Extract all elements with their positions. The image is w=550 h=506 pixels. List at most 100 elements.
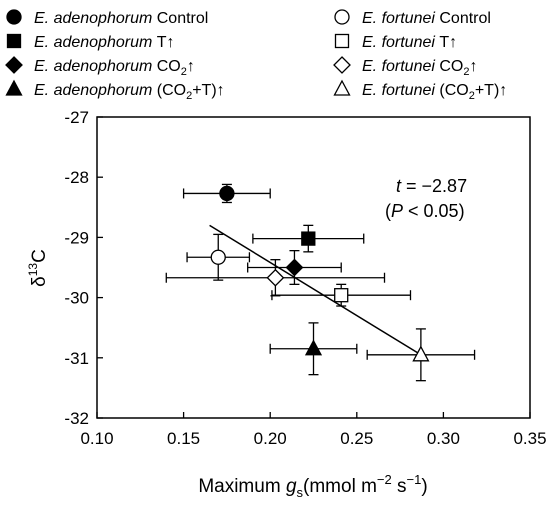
legend-item: E. fortunei CO2↑ — [333, 56, 478, 78]
plot-area-frame — [96, 116, 531, 419]
legend-species: E. adenophorum — [34, 10, 157, 27]
legend-label: E. fortunei (CO2+T)↑ — [362, 82, 507, 102]
legend-label: E. adenophorum CO2↑ — [34, 58, 195, 78]
legend-item: E. adenophorum (CO2+T)↑ — [5, 79, 225, 102]
y-axis-title-delta: δ — [29, 276, 50, 287]
y-axis-title-sup: 13 — [26, 263, 40, 277]
x-axis-title-var: g — [286, 476, 297, 497]
y-tick-label: -31 — [64, 349, 89, 368]
y-tick-label: -27 — [64, 108, 89, 127]
point-marker — [304, 339, 323, 356]
x-axis-title: Maximum gs(mmol m−2 s−1) — [198, 472, 427, 500]
legend-species: E. fortunei — [362, 82, 439, 99]
x-tick-label: 0.25 — [340, 429, 373, 448]
legend-subscript: 2 — [469, 90, 475, 102]
legend-marker — [6, 33, 22, 49]
y-tick-label: -28 — [64, 168, 89, 187]
legend-treatment-part: (CO — [439, 82, 468, 99]
data-point — [182, 183, 271, 204]
legend-marker — [333, 79, 351, 96]
legend-label: E. adenophorum T↑ — [34, 34, 175, 51]
y-tick-label: -29 — [64, 228, 89, 247]
point-marker — [219, 185, 235, 202]
annotation-t-var: t — [396, 176, 402, 196]
annotation-p-var: P — [391, 201, 403, 221]
x-tick-label: 0.20 — [254, 429, 287, 448]
x-axis-title-units: (mmol m — [303, 476, 377, 497]
y-tick-label: -32 — [64, 409, 89, 428]
x-axis-title-exp2: −1 — [407, 472, 422, 487]
y-axis-title: δ13C — [26, 249, 50, 287]
y-tick-label: -30 — [64, 289, 89, 308]
point-marker — [285, 258, 304, 277]
legend-treatment-part: T↑ — [157, 34, 175, 51]
point-marker — [412, 345, 430, 362]
legend-treatment-part: (CO — [157, 82, 186, 99]
legend-treatment-part: Control — [157, 10, 209, 27]
legend-species: E. adenophorum — [34, 82, 157, 99]
legend-subscript: 2 — [463, 66, 469, 78]
legend-marker — [334, 33, 350, 49]
legend-species: E. fortunei — [362, 10, 439, 27]
legend-treatment-part: ↑ — [470, 58, 478, 75]
legend-marker — [5, 79, 23, 96]
point-marker — [210, 249, 226, 265]
legend-treatment-part: +T)↑ — [475, 82, 507, 99]
x-tick-label: 0.35 — [513, 429, 546, 448]
regression-layer — [209, 224, 422, 356]
legend-label: E. fortunei CO2↑ — [362, 58, 478, 78]
x-tick-label: 0.15 — [167, 429, 200, 448]
legend-marker — [5, 56, 23, 74]
legend-species: E. fortunei — [362, 58, 439, 75]
legend-treatment-part: Control — [439, 10, 491, 27]
x-axis-title-pre: Maximum — [198, 476, 286, 497]
x-axis-title-close: ) — [421, 476, 427, 497]
legend-label: E. adenophorum (CO2+T)↑ — [34, 82, 225, 102]
data-point — [271, 283, 412, 307]
legend-subscript: 2 — [186, 90, 192, 102]
data-points — [165, 183, 476, 382]
annotation-p-value: < 0.05) — [403, 201, 465, 221]
legend-marker — [333, 56, 351, 74]
legend-treatment-part: +T)↑ — [192, 82, 224, 99]
x-tick-label: 0.30 — [427, 429, 460, 448]
legend-treatment-part: CO — [157, 58, 181, 75]
legend-treatment-part: CO — [439, 58, 463, 75]
x-axis-title-sub: s — [297, 485, 304, 500]
x-tick-label: 0.10 — [80, 429, 113, 448]
point-marker — [266, 268, 285, 287]
data-point — [252, 224, 365, 253]
legend-species: E. adenophorum — [34, 34, 157, 51]
legend-item: E. adenophorum CO2↑ — [5, 56, 195, 78]
legend-item: E. fortunei T↑ — [334, 33, 457, 51]
legend-marker — [6, 9, 22, 25]
legend-label: E. fortunei Control — [362, 10, 491, 27]
axis-ticks: 0.10 0.15 0.20 0.25 0.30 0.35 -27 -28 -29 -30 -31 -… — [64, 108, 546, 448]
y-axis-title-rest: C — [29, 249, 50, 263]
data-point — [165, 259, 386, 297]
legend-treatment-part: ↑ — [187, 58, 195, 75]
svg-text:(P < 0.05): (P < 0.05) — [385, 201, 465, 221]
data-point — [247, 249, 342, 286]
legend-subscript: 2 — [181, 66, 187, 78]
legend-item: E. adenophorum T↑ — [6, 33, 175, 51]
x-axis-title-mid: s — [392, 476, 407, 497]
legend-label: E. fortunei T↑ — [362, 34, 457, 51]
x-axis-title-exp1: −2 — [377, 472, 392, 487]
legend-item: E. fortunei (CO2+T)↑ — [333, 79, 507, 102]
legend-species: E. fortunei — [362, 34, 439, 51]
annotation-t-value: = −2.87 — [401, 176, 467, 196]
point-marker — [301, 231, 316, 246]
point-marker — [334, 288, 349, 303]
data-point — [269, 322, 358, 376]
legend-species: E. adenophorum — [34, 58, 157, 75]
legend-treatment-part: T↑ — [439, 34, 457, 51]
legend-item: E. adenophorum Control — [6, 9, 208, 27]
stats-annotation: t = −2.87 (P < 0.05) — [385, 176, 467, 221]
regression-line — [209, 224, 422, 356]
legend-label: E. adenophorum Control — [34, 10, 208, 27]
data-point — [366, 328, 476, 382]
legend-marker — [334, 9, 350, 25]
